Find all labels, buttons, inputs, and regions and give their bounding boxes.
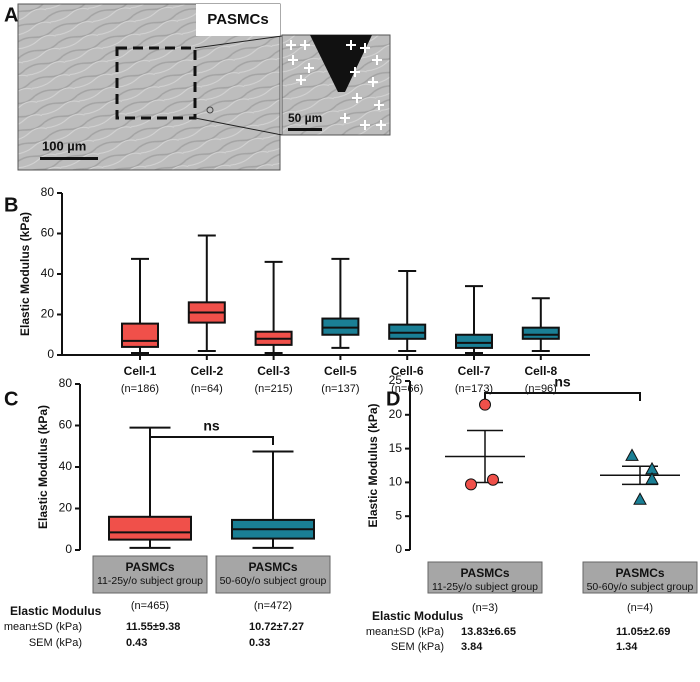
group-sublabel: 11-25y/o subject group: [432, 581, 538, 593]
x-tick-label: Cell-8: [524, 364, 557, 378]
x-tick-label: PASMCs: [460, 566, 509, 580]
table-cell: 11.55±9.38: [126, 621, 180, 633]
x-tick-label: Cell-3: [257, 364, 290, 378]
table-row-label: SEM (kPa): [391, 641, 444, 653]
table-row-label: SEM (kPa): [29, 637, 82, 649]
zoom-box: [115, 46, 197, 120]
point: [633, 492, 647, 505]
x-tick-label: PASMCs: [248, 560, 297, 574]
table-row-label: mean±SD (kPa): [4, 621, 82, 633]
table-cell: 3.84: [461, 641, 483, 653]
n-label: (n=465): [131, 600, 169, 612]
table-title: Elastic Modulus: [10, 604, 102, 618]
y-axis-label: Elastic Modulus (kPa): [366, 403, 380, 527]
x-tick-label: Cell-2: [190, 364, 223, 378]
group-box: [427, 561, 543, 594]
y-tick-label: 20: [59, 501, 73, 515]
n-label: (n=64): [191, 383, 223, 395]
group-box: [582, 561, 698, 594]
table-cell: 1.34: [616, 641, 638, 653]
point: [479, 398, 491, 411]
scale-label: 50 µm: [288, 111, 322, 125]
box: [108, 515, 192, 541]
y-tick-label: 0: [47, 347, 54, 361]
significance-bracket: [149, 436, 274, 445]
scale-bar: [288, 128, 322, 131]
box: [455, 333, 493, 349]
y-tick-label: 40: [41, 266, 55, 280]
significance-bracket: [484, 392, 641, 401]
group-sublabel: 50-60y/o subject group: [220, 575, 327, 587]
y-tick-label: 80: [59, 376, 73, 390]
n-label: (n=3): [472, 602, 498, 614]
n-label: (n=96): [525, 383, 557, 395]
panel-letter: A: [4, 4, 18, 26]
y-tick-label: 20: [389, 407, 403, 421]
n-label: (n=186): [121, 383, 159, 395]
y-tick-label: 80: [41, 185, 55, 199]
x-tick-label: PASMCs: [125, 560, 174, 574]
y-tick-label: 5: [395, 508, 402, 522]
scale-bar: [40, 157, 98, 160]
zoom-line: [194, 35, 283, 49]
point: [625, 448, 639, 461]
y-tick-label: 20: [41, 307, 55, 321]
group-box: [215, 555, 331, 594]
group-sublabel: 11-25y/o subject group: [97, 575, 203, 587]
group-box: [92, 555, 208, 594]
table-cell: 0.43: [126, 637, 147, 649]
box: [321, 317, 360, 336]
y-tick-label: 25: [389, 373, 403, 387]
y-tick-label: 60: [41, 226, 55, 240]
x-tick-label: Cell-5: [324, 364, 357, 378]
x-tick-label: Cell-6: [391, 364, 424, 378]
significance-label: ns: [203, 418, 220, 434]
n-label: (n=137): [321, 383, 359, 395]
group-sublabel: 50-60y/o subject group: [587, 581, 694, 593]
panel-a: A PASMCs 100 µm 50 µm: [4, 3, 391, 171]
y-tick-label: 0: [65, 542, 72, 556]
plus-markers: [286, 40, 386, 130]
panel-letter: D: [386, 388, 400, 410]
table-cell: 11.05±2.69: [616, 626, 670, 638]
significance-label: ns: [554, 374, 571, 390]
tip: [310, 35, 372, 92]
point: [487, 473, 499, 486]
label-box: [196, 4, 280, 36]
n-label: (n=173): [455, 383, 493, 395]
point: [465, 478, 477, 491]
y-tick-label: 15: [389, 441, 403, 455]
n-label: (n=472): [254, 600, 292, 612]
y-tick-label: 0: [395, 542, 402, 556]
point: [645, 471, 659, 485]
y-tick-label: 40: [59, 459, 73, 473]
y-axis-label: Elastic Modulus (kPa): [36, 405, 50, 529]
n-label: (n=4): [627, 602, 653, 614]
n-label: (n=66): [391, 383, 423, 395]
y-axis-label: Elastic Modulus (kPa): [18, 212, 32, 336]
table-cell: 10.72±7.27: [249, 621, 304, 633]
box: [121, 322, 159, 348]
table-title: Elastic Modulus: [372, 609, 464, 623]
box: [521, 326, 560, 340]
scale-label: 100 µm: [42, 138, 86, 153]
y-tick-label: 60: [59, 418, 73, 432]
x-tick-label: PASMCs: [615, 566, 664, 580]
table-row-label: mean±SD (kPa): [366, 626, 444, 638]
panel-letter: C: [4, 388, 18, 410]
box: [388, 323, 427, 340]
n-label: (n=215): [254, 383, 292, 395]
cell-label: PASMCs: [207, 11, 268, 28]
table-cell: 0.33: [249, 637, 270, 649]
x-tick-label: Cell-1: [124, 364, 157, 378]
zoom-line: [194, 117, 283, 136]
y-tick-label: 10: [389, 475, 403, 489]
particle: [206, 106, 214, 114]
table-cell: 13.83±6.65: [461, 626, 516, 638]
panel-letter: B: [4, 194, 18, 216]
x-tick-label: Cell-7: [458, 364, 491, 378]
